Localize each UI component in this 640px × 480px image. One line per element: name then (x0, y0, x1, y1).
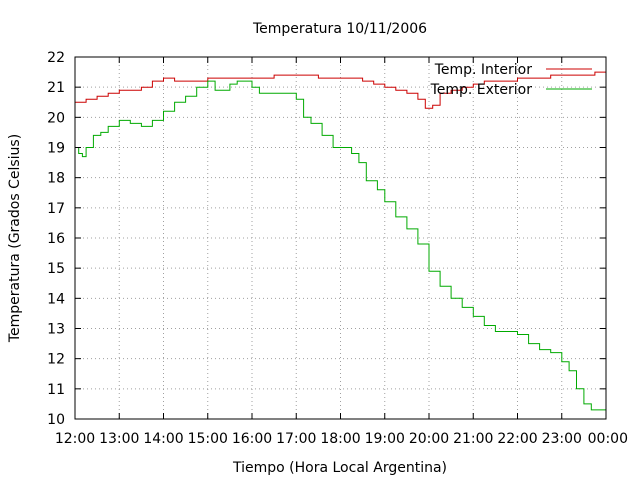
legend: Temp. Interior Temp. Exterior (430, 62, 592, 98)
x-tick-label: 14:00 (143, 431, 183, 447)
chart-title: Temperatura 10/11/2006 (252, 21, 427, 37)
y-tick-label: 21 (47, 80, 65, 96)
y-tick-label: 22 (47, 50, 65, 66)
legend-label-interior: Temp. Interior (434, 62, 533, 78)
y-tick-label: 15 (47, 261, 65, 277)
series-line-interior (75, 71, 606, 109)
grid (75, 57, 606, 419)
x-tick-label: 19:00 (365, 431, 405, 447)
y-tick-label: 19 (47, 141, 65, 157)
y-tick-label: 13 (47, 322, 65, 338)
y-tick-label: 16 (47, 231, 65, 247)
x-tick-label: 13:00 (99, 431, 139, 447)
y-tick-label: 11 (47, 382, 65, 398)
y-tick-label: 10 (47, 412, 65, 428)
x-tick-label: 21:00 (453, 431, 493, 447)
y-tick-label: 14 (47, 291, 65, 307)
y-tick-labels: 10 11 12 13 14 15 16 17 18 19 20 21 22 (47, 50, 65, 428)
y-tick-label: 20 (47, 110, 65, 126)
x-tick-label: 23:00 (542, 431, 582, 447)
x-axis-label: Tiempo (Hora Local Argentina) (232, 460, 447, 476)
x-tick-label: 12:00 (55, 431, 95, 447)
series-line-exterior (75, 80, 607, 411)
series-lines (75, 71, 607, 411)
x-tick-label: 15:00 (188, 431, 228, 447)
y-tick-label: 12 (47, 352, 65, 368)
axis-ticks (74, 56, 607, 420)
x-tick-label: 00:00 (588, 431, 628, 447)
legend-label-exterior: Temp. Exterior (430, 82, 533, 98)
x-tick-label: 18:00 (320, 431, 360, 447)
x-tick-label: 22:00 (497, 431, 537, 447)
y-tick-label: 17 (47, 201, 65, 217)
x-tick-labels: 12:00 13:00 14:00 15:00 16:00 17:00 18:00 19:00… (55, 431, 628, 447)
x-tick-label: 20:00 (409, 431, 449, 447)
y-tick-label: 18 (47, 171, 65, 187)
x-tick-label: 16:00 (232, 431, 272, 447)
x-tick-label: 17:00 (276, 431, 316, 447)
y-axis-label: Temperatura (Grados Celsius) (7, 134, 23, 343)
